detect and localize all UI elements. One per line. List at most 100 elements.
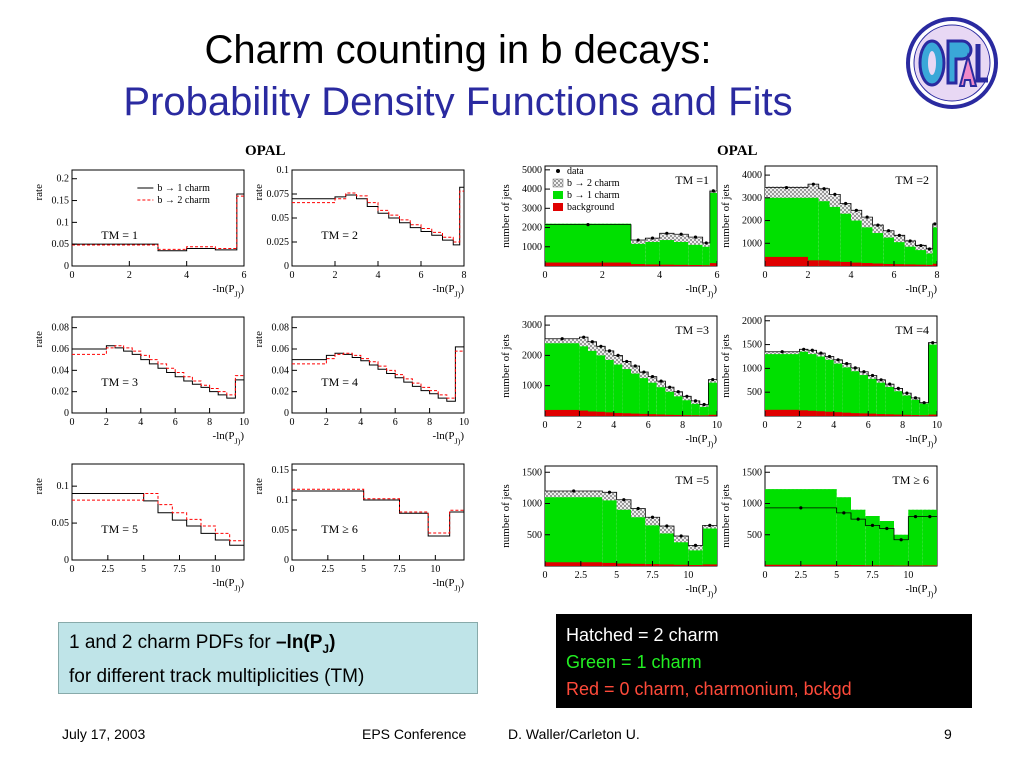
background-bar	[674, 564, 689, 566]
fit-tm6-svg: 0 2.5 5 7.5 10 500 1000 1500 -ln(PJ)) number of j…	[720, 465, 938, 599]
one-charm-bar	[799, 351, 808, 416]
background-bar	[816, 411, 826, 416]
footer-conference: EPS Conference	[362, 726, 467, 742]
one-charm-bar	[840, 213, 851, 266]
y-tick-label: 0.02	[52, 387, 70, 398]
x-tick-label: 2	[806, 270, 811, 281]
data-line	[765, 183, 937, 250]
x-tick-label: 10	[210, 564, 220, 575]
x-tick-label: 0	[763, 420, 768, 431]
one-charm-bar	[868, 378, 877, 416]
tm-annotation: TM ≥ 6	[321, 522, 358, 536]
one-charm-bar	[872, 233, 884, 266]
x-tick-label: 7.5	[393, 564, 406, 575]
y-tick-label: 1000	[522, 381, 542, 392]
x-tick-label: 4	[657, 270, 662, 281]
pdf-tm1-chart: 0 2 4 6 0 0.05 0.1 0.15 0.2 -ln(PJ)) rate TM = 1 b →…	[30, 158, 247, 303]
fit-tm3-chart: 0 2 4 6 8 10 1000 2000 3000 -ln(PJ)) number of jet…	[497, 308, 727, 463]
x-axis-label: -ln(PJ))	[213, 283, 245, 299]
one-charm-bar	[616, 509, 631, 566]
data-line	[765, 342, 937, 404]
x-axis-label: -ln(PJ))	[906, 283, 938, 299]
background-bar	[605, 412, 614, 416]
one-charm-bar	[588, 350, 597, 416]
legend-entry: b → 2 charm	[567, 178, 620, 189]
x-tick-label: 4	[849, 270, 854, 281]
x-tick-label: 8	[935, 270, 940, 281]
background-bar	[631, 264, 646, 266]
x-tick-label: 5	[834, 570, 839, 581]
x-tick-label: 4	[376, 270, 381, 281]
background-bar	[883, 263, 894, 266]
fit-tm4-svg: 0 2 4 6 8 10 500 1000 1500 2000 -ln(PJ)) number of …	[720, 315, 942, 449]
x-tick-label: 2	[577, 420, 582, 431]
y-axis-label: rate	[253, 331, 265, 348]
background-bar	[842, 412, 851, 416]
x-tick-label: 2	[324, 417, 329, 428]
x-tick-label: 0	[543, 570, 548, 581]
tm-annotation: TM =5	[675, 473, 709, 487]
legend-entry: b → 1 charm	[157, 183, 210, 194]
one-charm-bar	[915, 250, 927, 266]
background-bar	[902, 414, 912, 416]
x-tick-label: 2	[797, 420, 802, 431]
x-tick-label: 7.5	[646, 570, 659, 581]
x-axis-label: -ln(PJ))	[213, 577, 245, 593]
y-tick-label: 0.06	[272, 344, 290, 355]
pdf-tm6-chart: 0 2.5 5 7.5 10 0 0.05 0.1 0.15 -ln(PJ)) rate TM ≥ 6	[250, 452, 465, 597]
caption-left-line2: for different track multiplicities (TM)	[69, 665, 365, 687]
x-tick-label: 10	[459, 417, 469, 428]
background-bar	[894, 565, 909, 566]
tm-annotation: TM ≥ 6	[892, 473, 929, 487]
two-charm-pdf-line	[72, 493, 244, 542]
one-charm-bar	[579, 346, 588, 416]
one-charm-bar	[545, 343, 580, 416]
data-line	[765, 507, 937, 541]
x-tick-label: 10	[932, 420, 942, 431]
two-charm-pdf-line	[292, 350, 464, 399]
x-tick-label: 8	[900, 420, 905, 431]
fit-tm1-svg: 0 2 4 6 1000 2000 3000 4000 5000 -ln(PJ)) number o…	[500, 165, 720, 299]
background-bar	[851, 262, 862, 266]
y-tick-label: 0.05	[52, 239, 70, 250]
one-charm-bar	[919, 403, 929, 416]
x-tick-label: 6	[715, 270, 720, 281]
background-bar	[915, 264, 927, 266]
x-tick-label: 7.5	[866, 570, 879, 581]
one-charm-bar	[928, 344, 937, 416]
y-tick-label: 0.05	[272, 213, 290, 224]
background-bar	[868, 413, 877, 416]
footer-author: D. Waller/Carleton U.	[508, 726, 640, 742]
legend-entry: b → 1 charm	[567, 190, 620, 201]
y-tick-label: 1500	[742, 340, 762, 351]
x-axis-label: -ln(PJ))	[686, 433, 718, 449]
tm-annotation: TM = 1	[101, 228, 138, 242]
one-charm-pdf-line	[292, 490, 464, 537]
one-charm-bar	[876, 382, 886, 416]
pdf-tm6-svg: 0 2.5 5 7.5 10 0 0.05 0.1 0.15 -ln(PJ)) rate TM ≥ 6	[253, 463, 465, 593]
x-tick-label: 2.5	[795, 570, 808, 581]
x-axis-label: -ln(PJ))	[686, 583, 718, 599]
one-charm-bar	[602, 500, 617, 566]
one-charm-bar	[659, 533, 674, 566]
background-bar	[765, 409, 800, 416]
background-bar	[588, 411, 597, 416]
plot-frame	[291, 316, 465, 414]
y-tick-label: 0.02	[272, 387, 290, 398]
data-line	[545, 490, 717, 546]
background-bar	[859, 413, 869, 416]
one-charm-bar	[699, 406, 709, 416]
x-tick-label: 10	[239, 417, 249, 428]
one-charm-bar	[545, 497, 603, 566]
one-charm-bar	[645, 525, 660, 566]
two-charm-pdf-line	[292, 488, 464, 534]
x-tick-label: 5	[361, 564, 366, 575]
background-bar	[674, 264, 689, 266]
background-bar	[665, 414, 674, 416]
caption-hatched: Hatched = 2 charm	[566, 625, 719, 645]
background-bar	[691, 415, 700, 416]
footer-date: July 17, 2003	[62, 726, 146, 742]
one-charm-pdf-line	[72, 345, 244, 399]
one-charm-bar	[605, 359, 614, 416]
